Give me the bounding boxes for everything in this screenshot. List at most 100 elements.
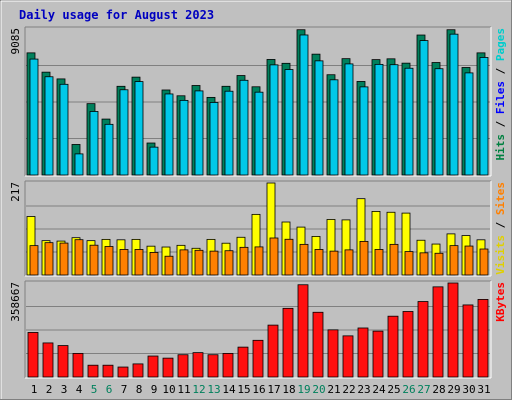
bar-kbytes [342,335,354,378]
bar-kbytes [237,346,249,378]
bar-kbytes [312,311,324,378]
bar-files [224,90,234,176]
legend-hits: Hits [494,134,507,161]
bar-sites [269,237,279,276]
bar-sites [194,249,204,276]
bar-files [299,34,309,176]
bar-kbytes [207,354,219,378]
x-tick-label: 17 [267,383,280,396]
bar-sites [104,246,114,276]
x-tick-label: 3 [61,383,68,396]
bar-sites [254,246,264,276]
bar-sites [164,255,174,276]
bar-kbytes [177,354,189,378]
bar-files [449,33,459,176]
bar-files [344,63,354,176]
bar-kbytes [192,352,204,378]
x-tick-label: 13 [207,383,220,396]
bar-files [29,58,39,176]
bar-files [149,146,159,176]
x-tick-label: 8 [136,383,143,396]
bar-files [209,102,219,176]
y-max-label: 217 [9,182,22,202]
panel-hits-files-pages: 9085 Hits / Files / Pages [9,26,507,177]
x-tick-label: 15 [237,383,250,396]
x-tick-label: 6 [106,383,113,396]
bar-files [239,79,249,176]
bar-kbytes [132,363,144,378]
bar-sites [419,252,429,276]
x-tick-label: 7 [121,383,128,396]
legend-files: Files [494,81,507,114]
bar-files [104,123,114,176]
bar-files [329,79,339,176]
x-tick-label: 30 [462,383,475,396]
bar-files [74,153,84,176]
bar-files [464,72,474,176]
x-tick-label: 27 [417,383,430,396]
bar-sites [209,250,219,276]
legend-separator: / [494,61,507,81]
bar-kbytes [297,284,309,378]
x-tick-label: 24 [372,383,386,396]
bar-sites [44,242,54,276]
panel-visits-sites: 217 Visits / Sites [9,180,507,277]
bar-files [284,69,294,176]
bar-files [434,68,444,176]
legend-kbytes: KBytes [494,282,507,322]
x-tick-label: 11 [177,383,190,396]
legend: Visits / Sites [494,182,507,275]
bar-files [164,93,174,176]
x-tick-label: 9 [151,383,158,396]
bar-sites [59,242,69,276]
bar-sites [239,246,249,276]
bar-files [194,90,204,176]
x-tick-label: 26 [402,383,415,396]
bar-files [374,63,384,176]
x-tick-label: 31 [477,383,490,396]
bar-files [269,64,279,176]
bar-sites [74,239,84,276]
bar-kbytes [147,355,159,378]
legend-sites: Sites [494,182,507,215]
bar-sites [344,249,354,276]
bar-sites [224,250,234,276]
bar-sites [149,252,159,276]
bar-files [179,99,189,176]
bar-kbytes [267,324,279,378]
bar-kbytes [432,286,444,378]
legend-pages: Pages [494,28,507,61]
bar-sites [374,249,384,276]
bar-sites [299,243,309,276]
chart-title: Daily usage for August 2023 [19,8,214,22]
bar-sites [29,245,39,276]
x-tick-label: 2 [46,383,53,396]
bar-kbytes [282,307,294,378]
bar-files [389,64,399,176]
legend-visits: Visits [494,235,507,275]
bar-sites [314,249,324,276]
bar-kbytes [42,342,54,378]
bar-sites [134,249,144,276]
bar-kbytes [402,311,414,378]
x-tick-label: 1 [31,383,38,396]
bar-sites [449,245,459,276]
bar-kbytes [417,301,429,378]
bar-kbytes [327,329,339,378]
x-tick-label: 22 [342,383,355,396]
bar-kbytes [387,315,399,378]
bar-files [89,111,99,176]
bar-sites [359,240,369,276]
bar-files [119,89,129,176]
bar-kbytes [222,353,234,378]
legend-separator: / [494,114,507,134]
x-tick-label: 14 [222,383,236,396]
bar-kbytes [117,366,129,378]
bar-files [254,91,264,176]
bar-kbytes [252,339,264,378]
x-tick-label: 29 [447,383,460,396]
bar-sites [89,244,99,276]
x-tick-label: 5 [91,383,98,396]
x-tick-label: 20 [312,383,325,396]
